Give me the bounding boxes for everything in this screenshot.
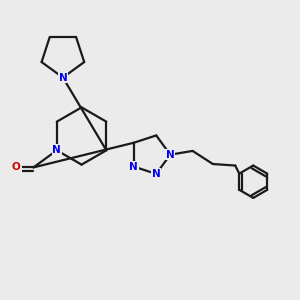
Text: N: N bbox=[52, 145, 61, 155]
Text: N: N bbox=[58, 73, 67, 82]
Text: N: N bbox=[152, 169, 161, 179]
Text: N: N bbox=[129, 161, 138, 172]
Text: N: N bbox=[166, 150, 175, 160]
Text: O: O bbox=[12, 162, 21, 172]
